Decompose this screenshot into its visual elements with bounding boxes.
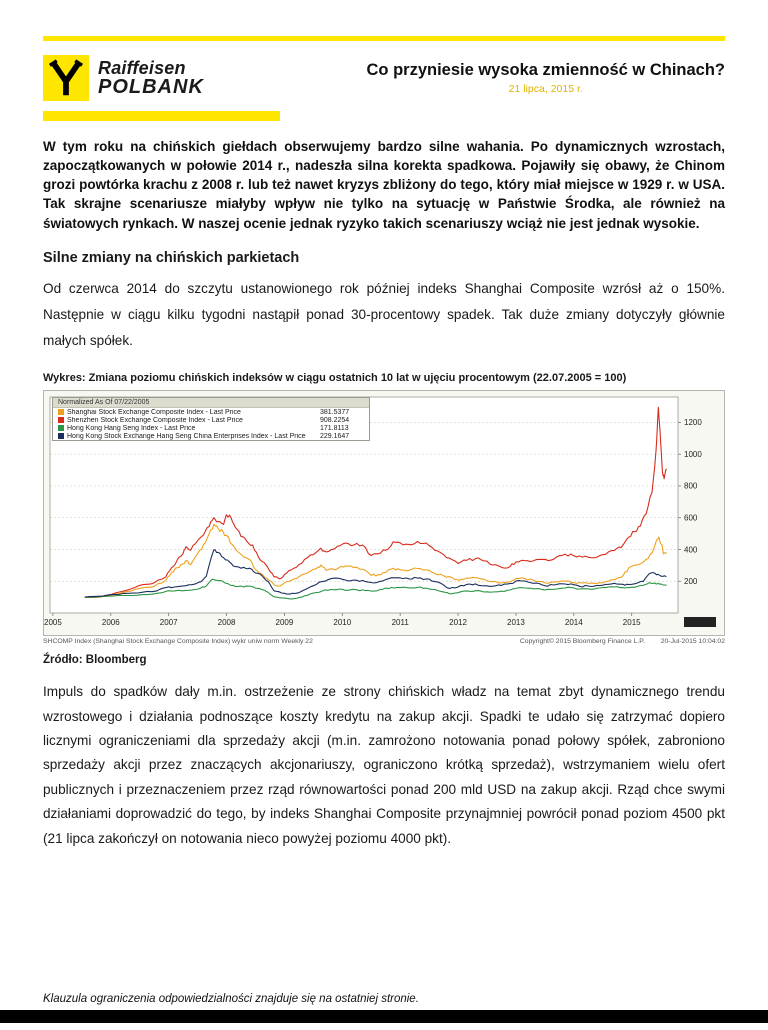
legend-series-name: Hong Kong Stock Exchange Hang Seng China… bbox=[67, 432, 306, 440]
legend-last-price: 229.1647 bbox=[320, 432, 350, 440]
y-axis-label: 800 bbox=[684, 482, 698, 491]
intro-paragraph: W tym roku na chińskich giełdach obserwu… bbox=[43, 139, 725, 231]
chart-timestamp: 20-Jul-2015 10:04:02 bbox=[660, 638, 725, 646]
analysis-paragraph: Impuls do spadków dały m.in. ostrzeżenie… bbox=[43, 684, 725, 846]
brand-name-line1: Raiffeisen bbox=[98, 57, 186, 78]
x-axis-label: 2011 bbox=[392, 618, 410, 627]
legend-swatch bbox=[58, 433, 64, 440]
title-block: Co przyniesie wysoka zmienność w Chinach… bbox=[366, 61, 725, 95]
bloomberg-chart: 200 400 600 800 1000 1200 2005 2006 2007 2008 2009… bbox=[43, 390, 725, 637]
x-axis-label: 2012 bbox=[449, 618, 467, 627]
axis-period-box bbox=[684, 617, 716, 628]
legend-item: Hong Kong Stock Exchange Hang Seng China… bbox=[53, 432, 369, 440]
legend-swatch bbox=[58, 417, 64, 424]
series-line bbox=[84, 523, 667, 599]
chart-footnote-ticker: SHCOMP Index (Shanghai Stock Exchange Co… bbox=[43, 638, 313, 646]
series-line bbox=[84, 406, 667, 599]
legend-last-price: 908.2254 bbox=[320, 416, 350, 424]
disclaimer-note: Klauzula ograniczenia odpowiedzialności … bbox=[43, 993, 419, 1005]
report-date: 21 lipca, 2015 r. bbox=[508, 83, 583, 95]
raiffeisen-polbank-logo: Raiffeisen POLBANK bbox=[43, 55, 204, 101]
chart-legend: Normalized As Of 07/22/2005 Shanghai Sto… bbox=[52, 397, 370, 442]
x-axis-label: 2015 bbox=[623, 618, 641, 627]
top-accent-rule bbox=[43, 36, 725, 41]
x-axis-label: 2009 bbox=[276, 618, 294, 627]
brand-name: Raiffeisen POLBANK bbox=[98, 57, 204, 98]
report-page: Raiffeisen POLBANK Co przyniesie wysoka … bbox=[0, 36, 768, 1030]
chart-legend-title: Normalized As Of 07/22/2005 bbox=[53, 398, 369, 409]
report-title: Co przyniesie wysoka zmienność w Chinach… bbox=[366, 61, 725, 79]
legend-swatch bbox=[58, 409, 64, 416]
legend-swatch bbox=[58, 425, 64, 432]
chart-legend-rows: Shanghai Stock Exchange Composite Index … bbox=[53, 408, 369, 440]
x-axis-label: 2013 bbox=[507, 618, 525, 627]
x-axis-label: 2014 bbox=[565, 618, 583, 627]
y-axis-label: 200 bbox=[684, 577, 698, 586]
brand-name-line2: POLBANK bbox=[98, 75, 204, 98]
x-axis-label: 2006 bbox=[102, 618, 120, 627]
y-axis-label: 1200 bbox=[684, 418, 702, 427]
header-accent-bar bbox=[43, 111, 280, 121]
footer-bar bbox=[0, 1010, 768, 1023]
series-line bbox=[84, 578, 667, 600]
chart-footnote-right: Copyright© 2015 Bloomberg Finance L.P. 2… bbox=[506, 638, 725, 645]
legend-last-price: 171.8113 bbox=[320, 424, 349, 432]
x-axis-label: 2007 bbox=[160, 618, 178, 627]
x-axis-label: 2008 bbox=[218, 618, 236, 627]
chart-source: Źródło: Bloomberg bbox=[43, 654, 147, 667]
section-heading: Silne zmiany na chińskich parkietach bbox=[43, 249, 300, 266]
legend-series-name: Shenzhen Stock Exchange Composite Index … bbox=[67, 416, 243, 424]
section-paragraph: Od czerwca 2014 do szczytu ustanowionego… bbox=[43, 280, 725, 348]
raiffeisen-crossed-keys-icon bbox=[43, 55, 89, 101]
y-axis-label: 600 bbox=[684, 514, 698, 523]
legend-item: Shanghai Stock Exchange Composite Index … bbox=[53, 408, 369, 416]
y-axis-label: 400 bbox=[684, 545, 698, 554]
legend-item: Shenzhen Stock Exchange Composite Index … bbox=[53, 416, 369, 424]
chart-copyright: Copyright© 2015 Bloomberg Finance L.P. bbox=[519, 638, 645, 646]
legend-series-name: Hong Kong Hang Seng Index - Last Price bbox=[67, 424, 196, 432]
chart-footnote: SHCOMP Index (Shanghai Stock Exchange Co… bbox=[43, 638, 725, 645]
series-line bbox=[84, 549, 667, 598]
legend-series-name: Shanghai Stock Exchange Composite Index … bbox=[67, 408, 241, 416]
chart-caption: Wykres: Zmiana poziomu chińskich indeksó… bbox=[43, 372, 627, 385]
x-axis-label: 2010 bbox=[333, 618, 351, 627]
legend-item: Hong Kong Hang Seng Index - Last Price 17… bbox=[53, 424, 369, 432]
legend-last-price: 381.5377 bbox=[320, 408, 350, 416]
x-axis-label: 2005 bbox=[44, 618, 62, 627]
report-header: Raiffeisen POLBANK Co przyniesie wysoka … bbox=[43, 55, 725, 101]
y-axis-label: 1000 bbox=[684, 450, 702, 459]
